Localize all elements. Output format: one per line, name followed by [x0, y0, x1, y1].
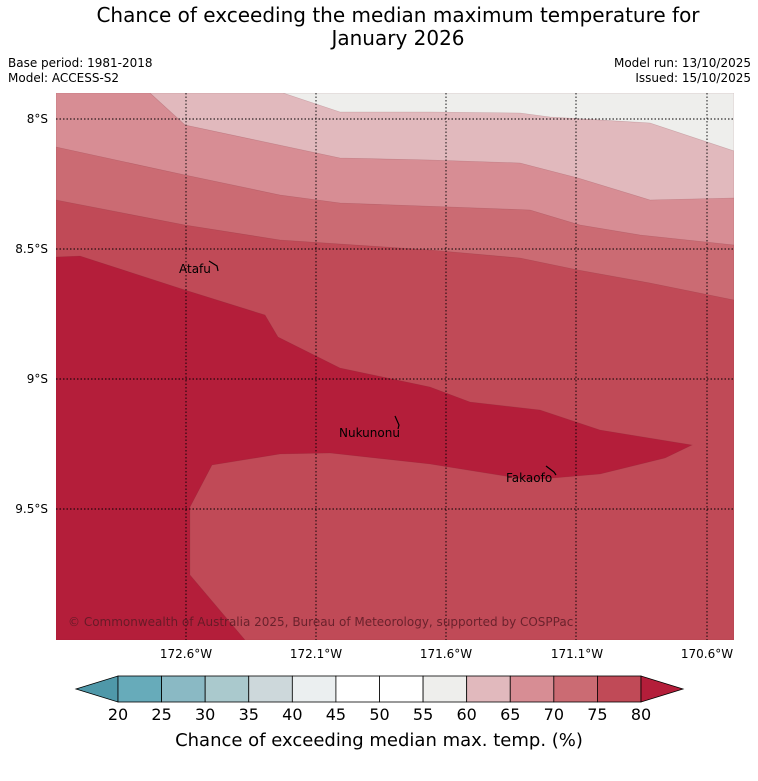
- colorbar-swatch-70-75: [553, 675, 598, 703]
- lon-label-171-6w: 171.6°W: [420, 647, 472, 661]
- lat-label-9s: 9°S: [27, 372, 48, 386]
- lon-label-172-1w: 172.1°W: [290, 647, 342, 661]
- base-period: Base period: 1981-2018: [8, 56, 153, 70]
- atafu-coastline: [208, 260, 219, 272]
- atolls: [208, 260, 557, 476]
- colorbar-title: Chance of exceeding median max. temp. (%…: [175, 730, 583, 751]
- lon-label-172-6w: 172.6°W: [160, 647, 212, 661]
- lat-label-8-5s: 8.5°S: [15, 242, 48, 256]
- nukunonu-coastline: [394, 415, 400, 430]
- fakaofo-coastline: [545, 465, 557, 476]
- colorbar-tick-30: 30: [194, 705, 216, 724]
- colorbar-swatch-40-45: [291, 675, 337, 703]
- colorbar-swatch-75-80: [597, 675, 642, 703]
- place-label-nukunonu: Nukunonu: [339, 426, 400, 440]
- lon-label-171-1w: 171.1°W: [551, 647, 603, 661]
- colorbar-under-arrow: [74, 675, 119, 703]
- colorbar-swatch-65-70: [509, 675, 555, 703]
- colorbar-tick-40: 40: [282, 705, 303, 724]
- colorbar-tick-60: 60: [456, 705, 477, 724]
- graticule: [56, 93, 734, 640]
- colorbar-tick-20: 20: [107, 705, 129, 724]
- colorbar-tick-80: 80: [630, 705, 652, 724]
- copyright-notice: © Commonwealth of Australia 2025, Bureau…: [68, 615, 573, 629]
- colorbar: [74, 675, 685, 703]
- colorbar-swatch-55-60: [422, 675, 468, 703]
- lat-label-8s: 8°S: [27, 112, 48, 126]
- colorbar-tick-25: 25: [151, 705, 172, 724]
- title-line-1: Chance of exceeding the median maximum t…: [96, 3, 700, 27]
- band-over-80-north: [56, 255, 693, 640]
- colorbar-tick-70: 70: [543, 705, 564, 724]
- colorbar-swatch-35-40: [248, 675, 293, 703]
- place-label-fakaofo: Fakaofo: [506, 471, 552, 485]
- chart-title: Chance of exceeding the median maximum t…: [0, 4, 758, 50]
- colorbar-tick-50: 50: [369, 705, 390, 724]
- colorbar-over-arrow: [640, 675, 685, 703]
- issued-date: Issued: 15/10/2025: [635, 71, 751, 85]
- map-area: [56, 93, 734, 640]
- model-run: Model run: 13/10/2025: [613, 56, 751, 70]
- colorbar-swatch-50-55: [379, 675, 424, 703]
- colorbar-tick-65: 65: [500, 705, 521, 724]
- meta-right: Model run: 13/10/2025 Issued: 15/10/2025: [614, 56, 751, 86]
- colorbar-tick-75: 75: [587, 705, 608, 724]
- colorbar-tick-35: 35: [238, 705, 259, 724]
- colorbar-swatch-20-25: [117, 675, 162, 703]
- colorbar-swatch-45-50: [335, 675, 380, 703]
- lon-label-170-6w: 170.6°W: [681, 647, 733, 661]
- place-label-atafu: Atafu: [179, 262, 211, 276]
- title-line-2: January 2026: [331, 26, 465, 50]
- colorbar-tick-45: 45: [325, 705, 347, 724]
- lat-label-9-5s: 9.5°S: [15, 502, 48, 516]
- colorbar-swatch-60-65: [466, 675, 511, 703]
- colorbar-swatch-25-30: [161, 675, 206, 703]
- meta-left: Base period: 1981-2018 Model: ACCESS-S2: [8, 56, 153, 86]
- colorbar-tick-55: 55: [412, 705, 434, 724]
- colorbar-swatch-30-35: [204, 675, 250, 703]
- model-name: Model: ACCESS-S2: [8, 71, 120, 85]
